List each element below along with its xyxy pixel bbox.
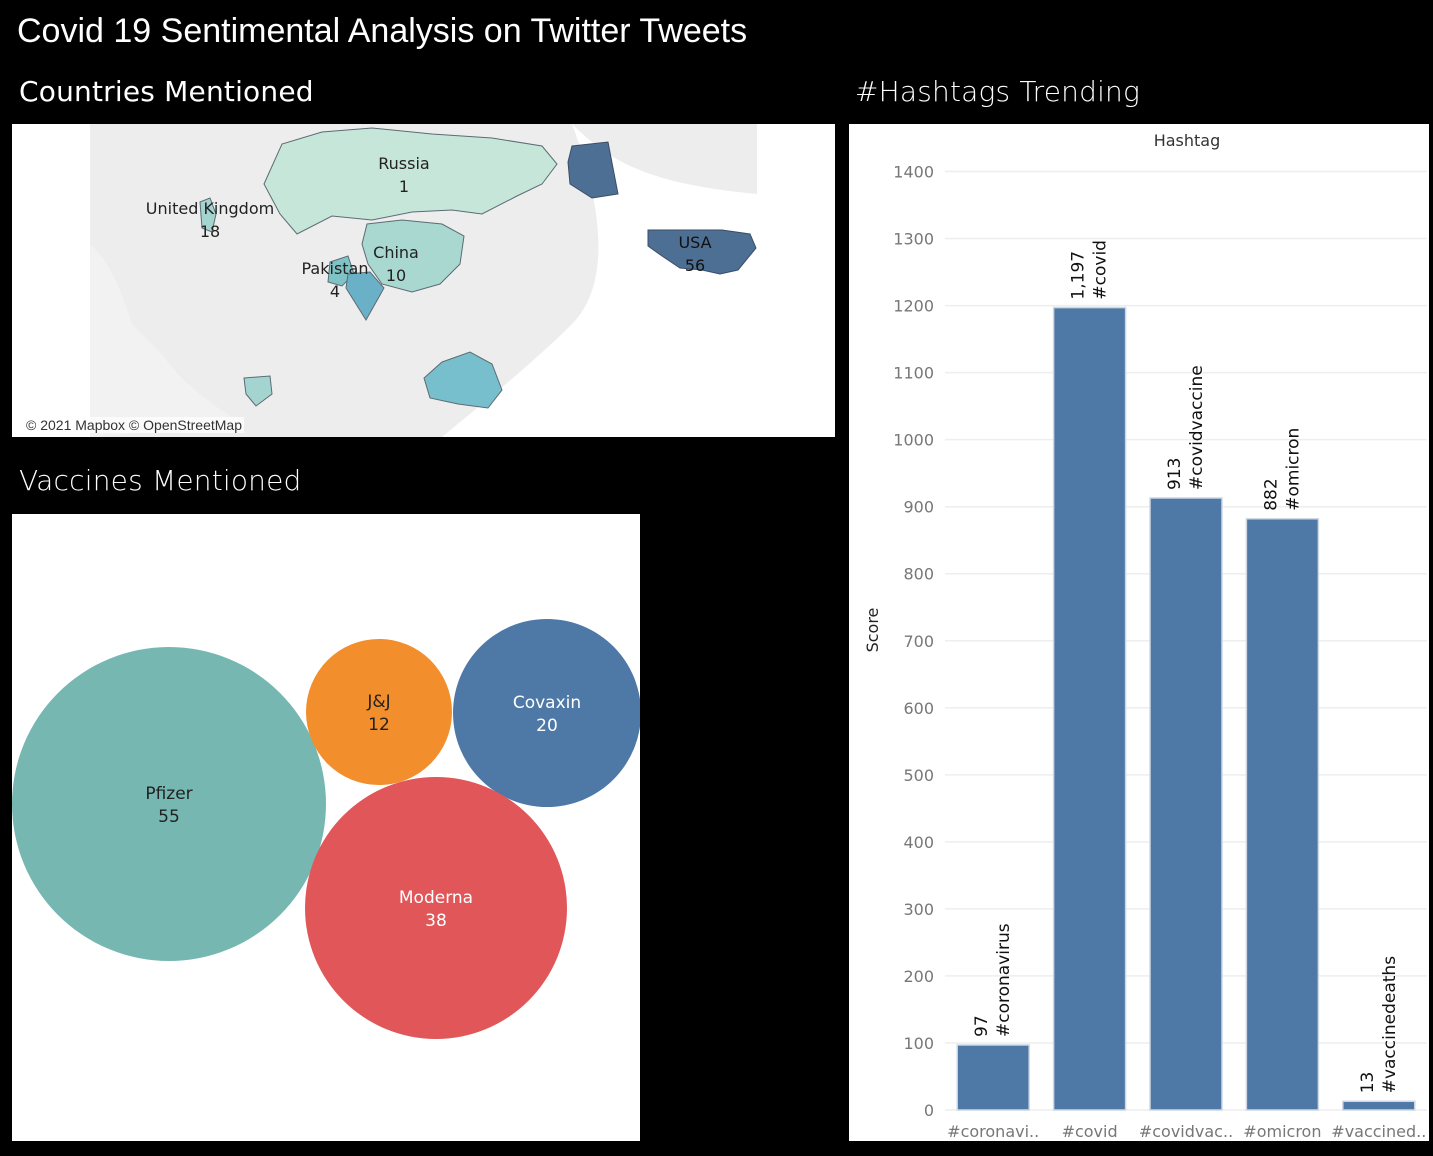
- bar-value-label: 97: [972, 1015, 992, 1037]
- map-label-value: 1: [399, 177, 409, 196]
- map-label-name: United Kingdom: [146, 199, 274, 218]
- y-tick-label: 200: [903, 967, 934, 986]
- bar-layer: 97 #coronavirus#coronavi..1,197 #covid#cov…: [947, 240, 1426, 1141]
- bar[interactable]: [1149, 497, 1223, 1111]
- bubble-covaxin[interactable]: Covaxin 20: [453, 619, 640, 807]
- bubble-moderna[interactable]: Moderna 38: [305, 777, 567, 1039]
- region-south-africa[interactable]: [243, 375, 273, 407]
- y-tick-label: 500: [903, 766, 934, 785]
- hashtags-heading: #Hashtags Trending: [855, 75, 1140, 108]
- map-labels: Russia 1 United Kingdom 18 China 10 Paki…: [146, 154, 712, 301]
- bubble-circle[interactable]: [306, 639, 452, 785]
- x-tick-label: #covidvac..: [1139, 1122, 1233, 1141]
- map-label-value: 56: [685, 256, 705, 275]
- bubble-label: Covaxin: [513, 693, 581, 713]
- bubble-label: J&J: [366, 692, 390, 712]
- bar-category-label: #covidvaccine: [1187, 365, 1207, 490]
- bubble-pfizer[interactable]: Pfizer 55: [12, 647, 326, 961]
- atlantic-ocean: [90, 244, 242, 437]
- bubble-label: Pfizer: [145, 784, 192, 804]
- bar-category-label: #vaccinedeaths: [1380, 956, 1400, 1093]
- x-tick-label: #omicron: [1243, 1122, 1321, 1141]
- bar[interactable]: [1245, 518, 1320, 1111]
- page-title: Covid 19 Sentimental Analysis on Twitter…: [17, 12, 748, 50]
- map-label-value: 10: [386, 266, 406, 285]
- map-label-value: 4: [330, 282, 340, 301]
- map-label-name: Pakistan: [302, 259, 369, 278]
- bubble-circle[interactable]: [453, 619, 640, 807]
- bar-label-group: 13 #vaccinedeaths: [1358, 956, 1400, 1093]
- bar-label-group: 913 #covidvaccine: [1165, 365, 1207, 490]
- bar-value-label: 882: [1261, 478, 1281, 510]
- map-label-name: Russia: [378, 154, 429, 173]
- region-alaska[interactable]: [567, 141, 619, 199]
- y-tick-label: 1300: [893, 230, 934, 249]
- y-tick-label: 1000: [893, 431, 934, 450]
- vaccines-bubble-chart: Pfizer 55 J&J 12 Covaxin 20 Moderna 38: [12, 514, 640, 1141]
- x-tick-label: #coronavi..: [947, 1122, 1039, 1141]
- bubble-circle[interactable]: [12, 647, 326, 961]
- y-tick-label: 1400: [893, 163, 934, 182]
- y-axis-label: Score: [863, 608, 882, 653]
- region-united-kingdom[interactable]: [199, 197, 217, 233]
- hashtags-bar-chart: Hashtag Score 0 100 200 300 400 500 600 700 800 9…: [849, 124, 1429, 1141]
- bubble-value: 55: [158, 807, 180, 827]
- bubble-value: 20: [536, 716, 558, 736]
- bubble-circle[interactable]: [305, 777, 567, 1039]
- bar-label-group: 882 #omicron: [1261, 428, 1303, 511]
- bar-label-group: 1,197 #covid: [1069, 240, 1111, 300]
- countries-heading: Countries Mentioned: [19, 75, 314, 108]
- bar-label-group: 97 #coronavirus: [972, 923, 1014, 1037]
- bubble-svg: Pfizer 55 J&J 12 Covaxin 20 Moderna 38: [12, 619, 640, 1039]
- bar-category-label: #omicron: [1283, 428, 1303, 511]
- bubble-value: 38: [425, 911, 447, 931]
- y-tick-label: 1100: [893, 364, 934, 383]
- y-tick-label: 600: [903, 699, 934, 718]
- bar-value-label: 913: [1165, 458, 1185, 490]
- y-tick-label: 1200: [893, 297, 934, 316]
- region-india[interactable]: [345, 271, 385, 321]
- map-label-value: 18: [200, 222, 220, 241]
- y-tick-label: 900: [903, 498, 934, 517]
- pacific-ocean: [442, 124, 757, 437]
- y-tick-label: 300: [903, 900, 934, 919]
- bubble-jj[interactable]: J&J 12: [306, 639, 452, 785]
- x-tick-label: #vaccined..: [1331, 1122, 1426, 1141]
- bar[interactable]: [1342, 1100, 1416, 1111]
- y-tick-label: 400: [903, 833, 934, 852]
- bar-category-label: #coronavirus: [994, 923, 1014, 1037]
- bar-svg: Hashtag Score 0 100 200 300 400 500 600 700 800 9…: [863, 131, 1427, 1141]
- region-australia[interactable]: [423, 351, 503, 409]
- region-china[interactable]: [361, 219, 465, 293]
- y-tick-label: 0: [924, 1101, 934, 1120]
- y-tick-label: 800: [903, 565, 934, 584]
- bar-category-label: #covid: [1091, 240, 1111, 300]
- y-tick-label: 700: [903, 632, 934, 651]
- chart-header: Hashtag: [1154, 131, 1221, 150]
- map-label-name: USA: [678, 233, 711, 252]
- x-tick-label: #covid: [1062, 1122, 1118, 1141]
- bubble-value: 12: [368, 715, 390, 735]
- bubble-label: Moderna: [399, 888, 473, 908]
- bar-value-label: 1,197: [1069, 251, 1089, 300]
- bar[interactable]: [1052, 306, 1127, 1111]
- map-svg: Russia 1 United Kingdom 18 China 10 Paki…: [90, 124, 757, 437]
- vaccines-heading: Vaccines Mentioned: [19, 464, 302, 497]
- bar-value-label: 13: [1358, 1072, 1378, 1094]
- bar[interactable]: [956, 1044, 1030, 1111]
- countries-map[interactable]: Russia 1 United Kingdom 18 China 10 Paki…: [12, 124, 835, 437]
- map-attribution[interactable]: © 2021 Mapbox © OpenStreetMap: [24, 417, 244, 433]
- map-label-name: China: [373, 243, 419, 262]
- y-tick-label: 100: [903, 1034, 934, 1053]
- region-usa[interactable]: [647, 229, 757, 275]
- region-russia[interactable]: [263, 127, 558, 235]
